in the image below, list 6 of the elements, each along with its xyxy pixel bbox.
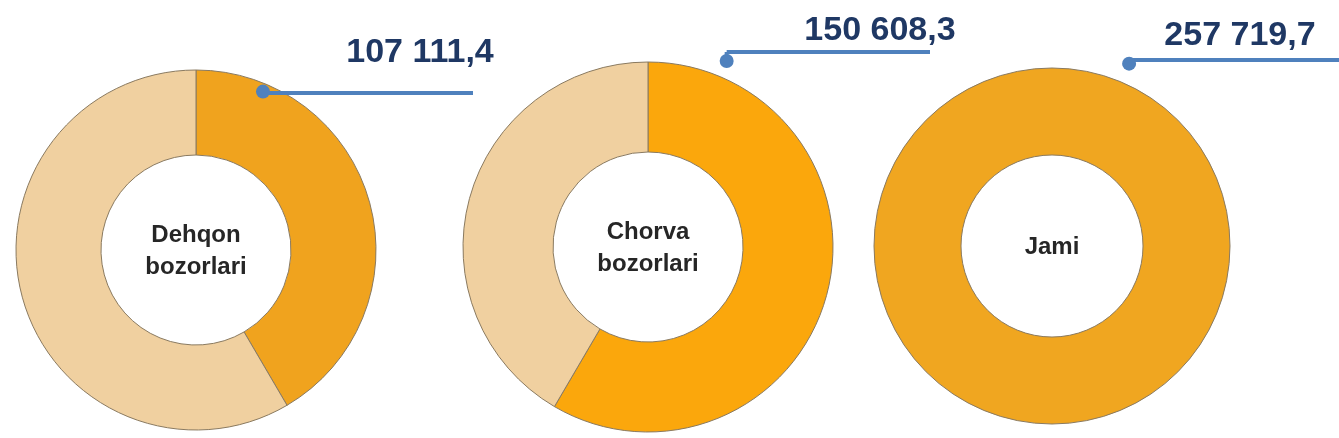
text: Jami bbox=[1024, 232, 1080, 259]
data-label: 150 608,3 bbox=[804, 9, 956, 47]
text: Dehqon bozorlari bbox=[145, 220, 247, 279]
data-label: 257 719,7 bbox=[1164, 14, 1316, 52]
text: Chorva bozorlari bbox=[597, 217, 699, 276]
data-label: 107 111,4 bbox=[346, 31, 494, 69]
